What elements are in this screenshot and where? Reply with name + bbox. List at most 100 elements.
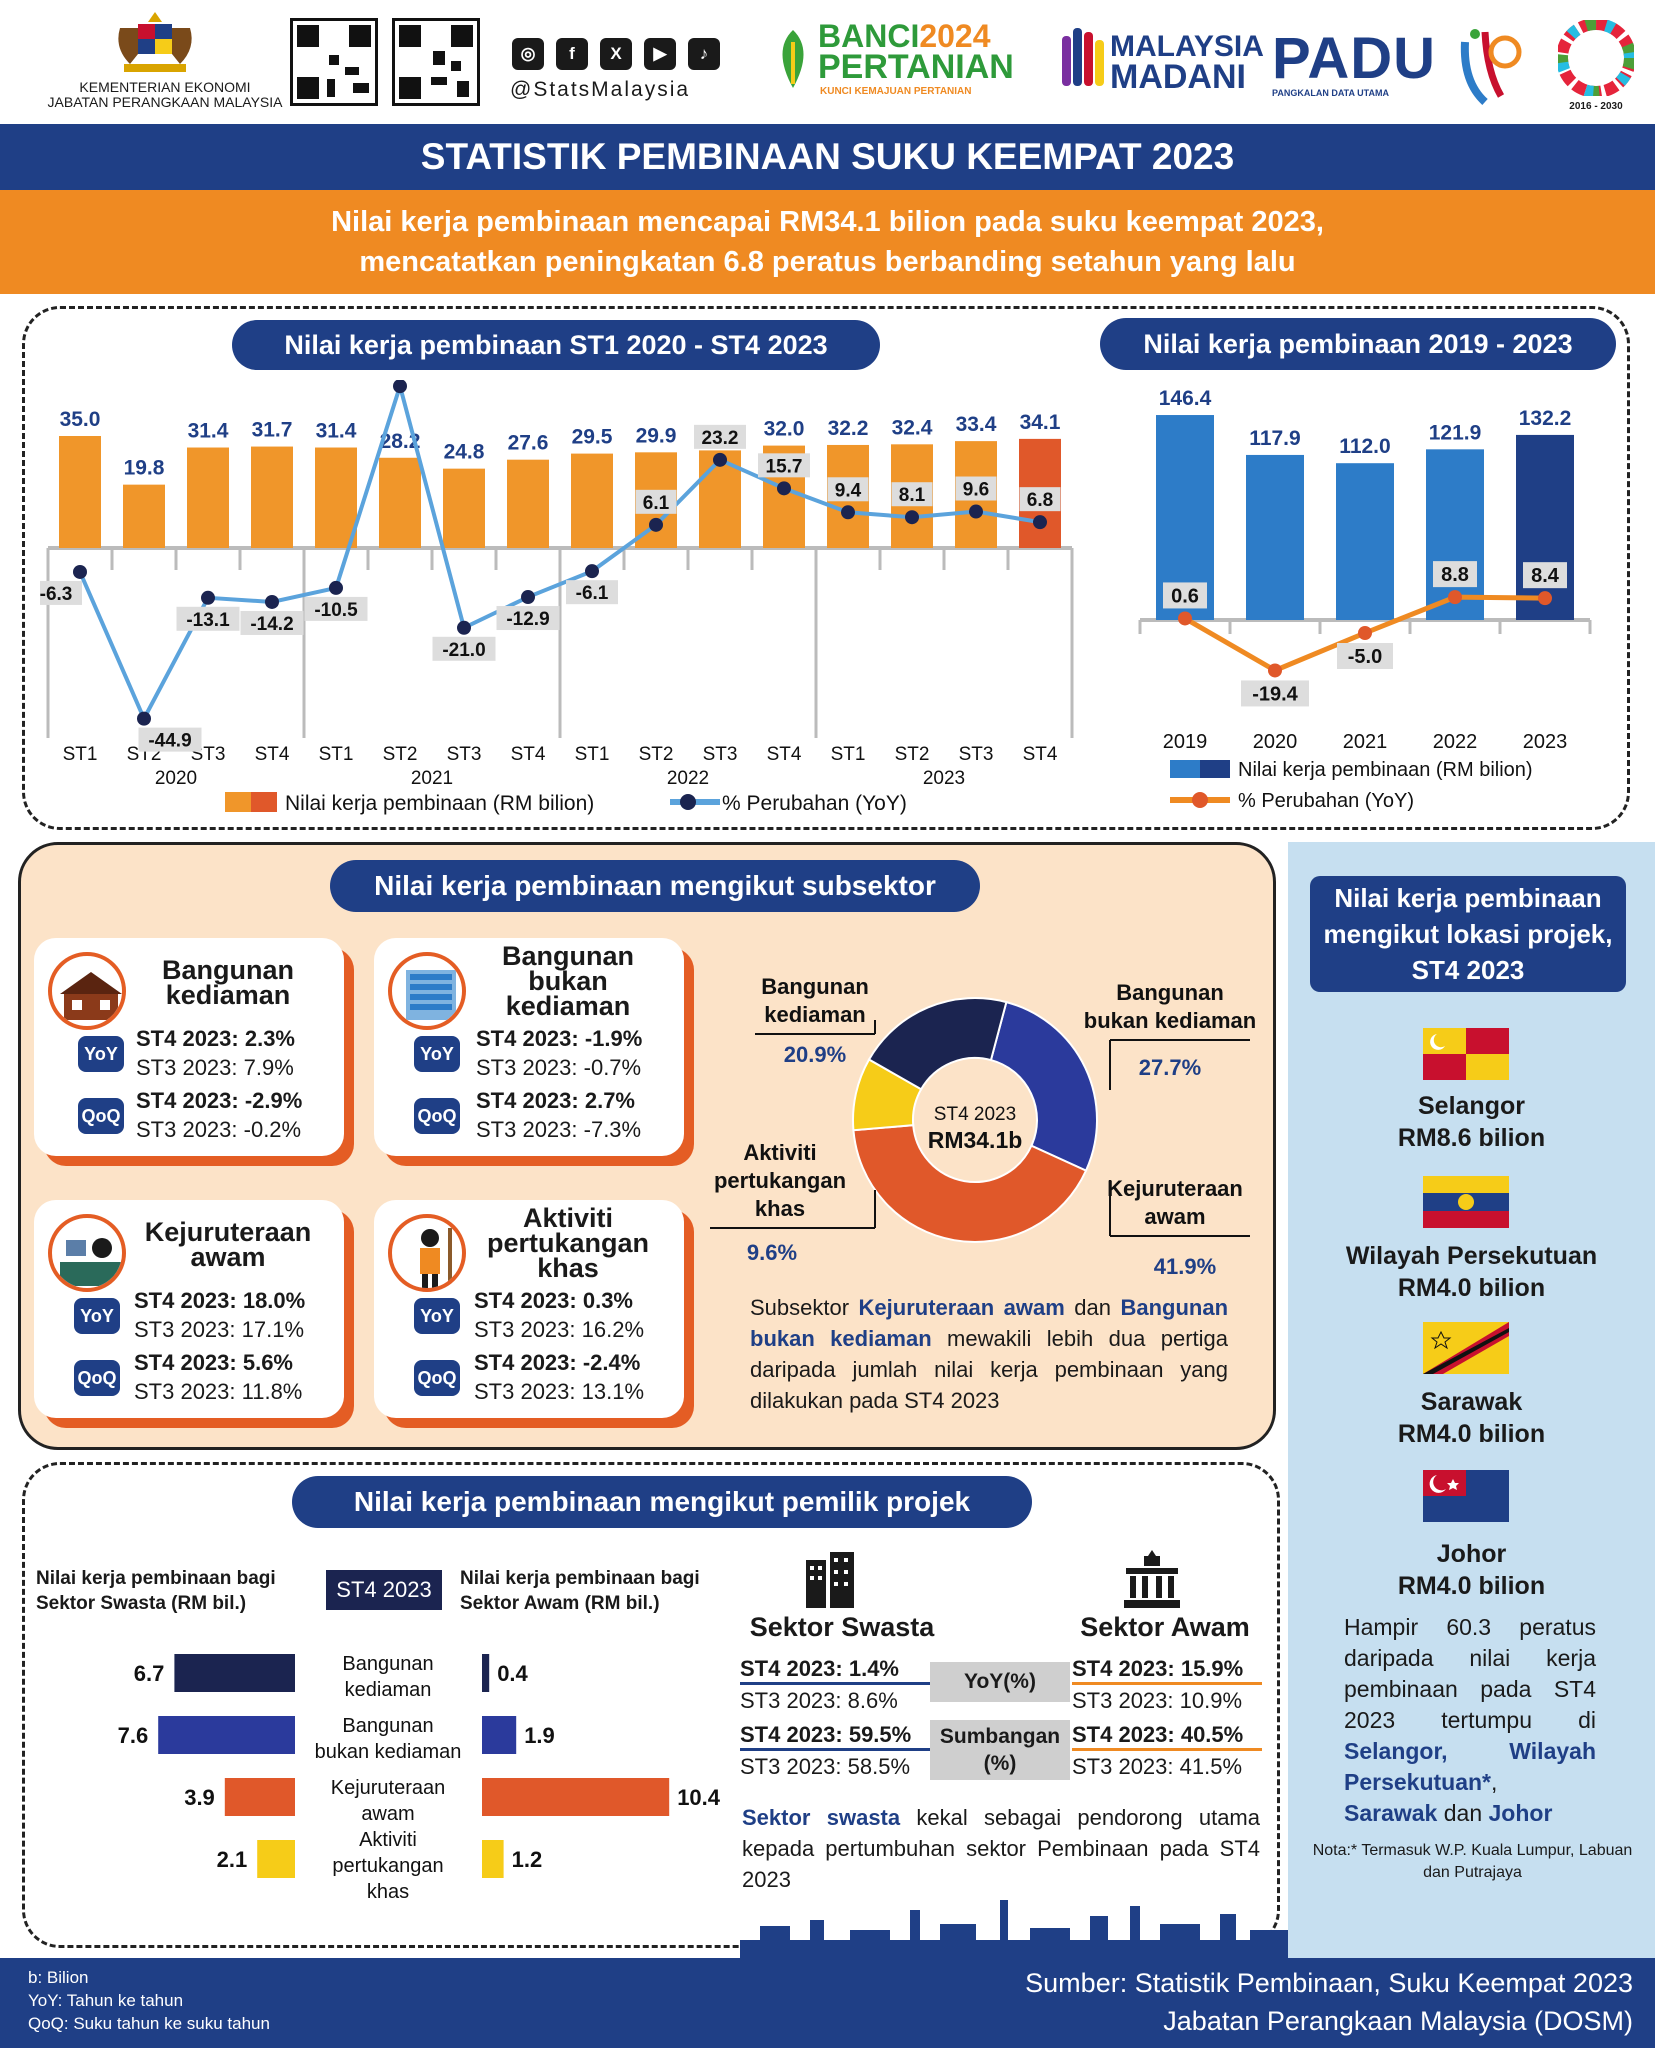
legend-label: % Perubahan (YoY) xyxy=(722,792,907,815)
legend-bar-swatch xyxy=(251,792,277,812)
bar xyxy=(123,484,165,548)
bar-value-label: 24.8 xyxy=(444,441,485,464)
ministry-name: KEMENTERIAN EKONOMI JABATAN PERANGKAAN M… xyxy=(30,80,300,110)
bar-value-label: 32.4 xyxy=(892,416,933,439)
x-tick-label: ST4 xyxy=(767,744,802,765)
yoy-label-box xyxy=(1433,561,1477,588)
yoy-value-label: -13.1 xyxy=(186,610,230,631)
top-charts-panel xyxy=(22,306,1630,830)
private-sector-label: Sektor Swasta xyxy=(749,1612,935,1642)
category-label: pertukangan xyxy=(332,1855,443,1877)
qoq-current: ST4 2023: 2.7% xyxy=(476,1088,635,1113)
location-item: Johor RM4.0 bilion xyxy=(1288,1538,1655,1602)
madani-line-2: MADANI xyxy=(1110,58,1246,96)
yoy-label-box xyxy=(1523,562,1567,589)
worker-icon xyxy=(388,1214,466,1292)
private-bar-value: 3.9 xyxy=(184,1785,215,1810)
x-tick-label: 2023 xyxy=(1523,731,1568,753)
yoy-point xyxy=(713,452,727,467)
yoy-value-label: -12.9 xyxy=(506,609,549,630)
x-icon[interactable]: X xyxy=(600,38,632,70)
note-text: , xyxy=(1491,1769,1498,1795)
legend-marker xyxy=(680,794,696,810)
tiktok-icon[interactable]: ♪ xyxy=(688,38,720,70)
qoq-badge: QoQ xyxy=(414,1098,460,1134)
yoy-point xyxy=(201,590,215,605)
yoy-label-box xyxy=(496,606,560,631)
category-label: Kejuruteraan xyxy=(331,1777,446,1799)
padu-tagline: PANGKALAN DATA UTAMA xyxy=(1272,88,1389,98)
leaf-icon xyxy=(782,30,804,88)
youtube-icon[interactable]: ▶ xyxy=(644,38,676,70)
subsector-title: Nilai kerja pembinaan mengikut subsektor xyxy=(330,860,980,912)
bar-value-label: 27.6 xyxy=(508,432,549,455)
yoy-label-box xyxy=(955,476,997,501)
yoy-label-box xyxy=(1019,487,1061,512)
padu-text: PADU xyxy=(1272,26,1437,91)
qr-code-icon[interactable] xyxy=(290,18,378,106)
banci-year: 2024 xyxy=(919,18,991,54)
qoq-previous: ST3 2023: -0.2% xyxy=(136,1117,302,1142)
owner-title: Nilai kerja pembinaan mengikut pemilik p… xyxy=(292,1476,1032,1528)
x-tick-label: ST1 xyxy=(63,744,98,765)
yoy-label-box xyxy=(891,482,933,507)
yoy-label-box xyxy=(694,424,746,449)
quarterly-chart: 35.0 ST1 19.8 ST2 31.4 ST3 31.7 ST4 31.4 ST1 28.2 S… xyxy=(40,380,1074,815)
dosm-logo xyxy=(1460,29,1522,105)
city-skyline-decoration xyxy=(740,1900,1300,1960)
pie-name-label: Bangunan xyxy=(1116,980,1224,1005)
bar-value-label: 31.4 xyxy=(316,420,357,443)
yoy-value-label: 6.8 xyxy=(1027,490,1053,511)
donut-slice xyxy=(867,997,1008,1091)
banci-text: BANCI xyxy=(818,18,920,54)
location-state: Wilayah Persekutuan xyxy=(1345,1242,1598,1270)
legend-label: Nilai kerja pembinaan (RM bilion) xyxy=(1238,759,1533,781)
x-tick-label: 2019 xyxy=(1163,731,1208,753)
yoy-label: YoY(%) xyxy=(930,1662,1070,1702)
x-tick-label: ST3 xyxy=(703,744,738,765)
johor-flag-icon xyxy=(1423,1470,1509,1522)
bar xyxy=(1246,454,1304,620)
sarawak-flag-icon xyxy=(1423,1322,1509,1374)
share-label: Sumbangan (%) xyxy=(930,1720,1070,1780)
yoy-value-label: -6.1 xyxy=(576,583,609,604)
bar-value-label: 32.2 xyxy=(828,417,869,440)
legend-bar-swatch xyxy=(1170,760,1200,778)
yoy-previous: ST3 2023: 17.1% xyxy=(134,1317,305,1342)
bar-value-label: 19.8 xyxy=(124,457,165,480)
yoy-point xyxy=(73,564,87,579)
share-label-2: (%) xyxy=(983,1752,1017,1775)
subsector-card: Kejuruteraan awam YoY ST4 2023: 18.0% ST… xyxy=(34,1200,344,1418)
category-label: kediaman xyxy=(345,1679,432,1701)
location-footnote: Nota:* Termasuk W.P. Kuala Lumpur, Labua… xyxy=(1312,1842,1633,1881)
pie-name-label: awam xyxy=(1144,1204,1205,1229)
facebook-icon[interactable]: f xyxy=(556,38,588,70)
public-share-current: ST4 2023: 40.5% xyxy=(1072,1722,1244,1747)
abbr-qoq: QoQ: Suku tahun ke suku tahun xyxy=(28,2014,270,2033)
location-value: RM4.0 bilion xyxy=(1397,1274,1546,1302)
card-title: Bangunan bukan kediaman xyxy=(502,941,634,1021)
subsector-card: Aktiviti pertukangan khas YoY ST4 2023: … xyxy=(374,1200,684,1418)
bar xyxy=(1336,463,1394,620)
yoy-point xyxy=(841,505,855,520)
page-title: STATISTIK PEMBINAAN SUKU KEEMPAT 2023 xyxy=(0,124,1655,190)
qr-code-icon[interactable] xyxy=(392,18,480,106)
yoy-previous: ST3 2023: 7.9% xyxy=(136,1055,294,1080)
instagram-icon[interactable]: ◎ xyxy=(512,38,544,70)
qoq-badge: QoQ xyxy=(414,1360,460,1396)
engineer-icon xyxy=(48,1214,126,1292)
padu-logo: PADU PANGKALAN DATA UTAMA xyxy=(1272,30,1437,102)
qoq-previous: ST3 2023: 13.1% xyxy=(474,1379,645,1404)
yoy-value-label: 9.6 xyxy=(963,480,989,501)
yoy-label-box xyxy=(827,477,869,502)
yoy-badge: YoY xyxy=(78,1036,124,1072)
ministry-line-1: KEMENTERIAN EKONOMI xyxy=(79,79,251,95)
yoy-value-label: -21.0 xyxy=(442,640,485,661)
owner-panel xyxy=(22,1462,1280,1948)
bar-value-label: 35.0 xyxy=(60,408,101,431)
year-label: 2022 xyxy=(667,768,709,789)
bar xyxy=(1516,434,1574,620)
yoy-point xyxy=(1178,611,1192,626)
pie-name-label: bukan kediaman xyxy=(1084,1008,1256,1033)
public-bar-value: 1.2 xyxy=(512,1847,543,1872)
